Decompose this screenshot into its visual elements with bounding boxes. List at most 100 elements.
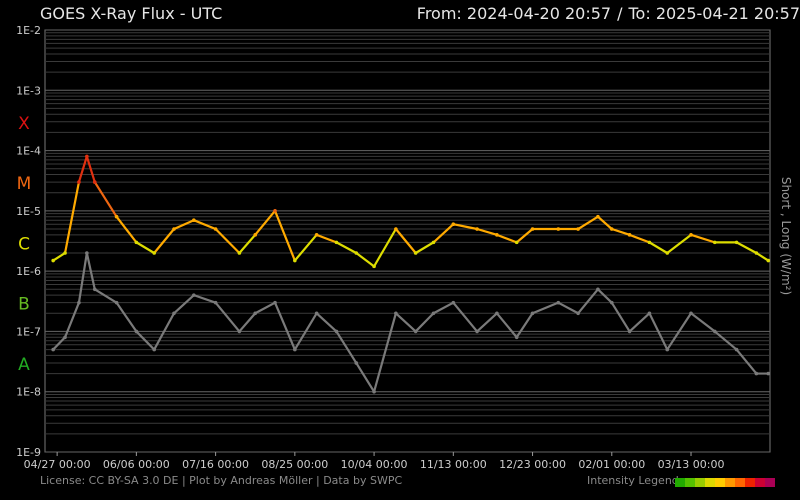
series-long-point (273, 209, 277, 213)
y-axis-label: Short , Long (W/m²) (779, 177, 793, 295)
series-long-point (754, 251, 759, 255)
series-short-segment (452, 301, 479, 333)
series-short-segment (713, 330, 738, 351)
legend-swatch (755, 478, 765, 487)
series-long-segment (577, 215, 600, 231)
series-short-point (314, 311, 319, 316)
series-short-point (92, 287, 97, 292)
series-short-segment (315, 312, 338, 333)
series-short-point (354, 361, 359, 365)
series-short-point (576, 311, 580, 316)
range-separator: / (617, 4, 623, 23)
flare-class-b: B (18, 295, 30, 315)
series-short-point (114, 300, 119, 305)
series-long-point (334, 240, 339, 245)
series-short-segment (238, 312, 257, 333)
series-short-segment (372, 312, 397, 393)
series-long-point (556, 227, 561, 231)
series-long-segment (254, 209, 277, 236)
series-short-segment (172, 294, 195, 315)
legend-swatch (675, 478, 685, 487)
series-short-segment (135, 330, 156, 351)
x-tick-label: 04/27 00:00 (24, 458, 91, 471)
series-short-point (627, 329, 632, 334)
series-short-segment (355, 361, 376, 393)
series-short-point (647, 311, 652, 316)
series-short-segment (153, 312, 176, 351)
x-tick-label: 06/06 00:00 (103, 458, 170, 471)
series-short-point (712, 329, 717, 334)
y-tick-label: 1E-2 (16, 24, 41, 37)
series-short-segment (735, 348, 758, 375)
series-long-point (609, 227, 614, 231)
series-short-segment (495, 312, 518, 339)
series-short-segment (432, 301, 455, 315)
series-long-point (354, 251, 359, 255)
series-short-point (665, 347, 670, 352)
series-short-point (754, 371, 759, 376)
series-short-segment (689, 312, 716, 333)
series-long-point (92, 180, 97, 184)
series-short-point (451, 300, 456, 305)
series-long-point (293, 258, 297, 263)
y-tick-label: 1E-9 (16, 446, 41, 459)
series-long-point (134, 240, 139, 245)
series-long-point (665, 251, 670, 255)
series-long-segment (755, 251, 770, 262)
x-tick-label: 11/13 00:00 (420, 458, 487, 471)
series-long-segment (273, 209, 296, 262)
series-short-segment (414, 312, 435, 333)
series-short-point (431, 311, 436, 316)
series-long-point (253, 233, 258, 237)
series-short-point (152, 347, 156, 352)
series-short-point (609, 300, 614, 305)
series-long-point (372, 264, 376, 269)
to-label: To: (628, 4, 651, 23)
series-long-segment (452, 223, 479, 231)
flare-class-c: C (18, 234, 30, 254)
series-short-segment (77, 251, 88, 304)
series-long-point (576, 227, 580, 231)
series-long-point (514, 240, 519, 245)
series-long-segment (628, 233, 651, 244)
series-long-point (475, 227, 479, 231)
series-long-segment (372, 227, 397, 268)
series-short-point (334, 329, 339, 334)
intensity-legend-label: Intensity Legend (587, 474, 679, 487)
flare-class-x: X (18, 114, 30, 134)
series-short-segment (273, 301, 296, 351)
legend-swatch (695, 478, 705, 487)
series-long-segment (335, 241, 358, 255)
series-long-point (213, 227, 218, 231)
x-tick-label: 07/16 00:00 (182, 458, 249, 471)
series-long-segment (610, 227, 631, 236)
series-long-point (734, 240, 739, 245)
series-short-segment (596, 288, 613, 304)
x-tick-label: 02/01 00:00 (578, 458, 645, 471)
series-short-segment (394, 312, 417, 333)
series-long-segment (172, 219, 195, 231)
series-short-point (596, 287, 600, 292)
series-long-point (712, 240, 717, 245)
series-short-segment (93, 288, 118, 304)
series-long-segment (495, 233, 518, 244)
series-short-point (556, 300, 561, 305)
series-short-segment (192, 294, 217, 304)
series-long-segment (214, 227, 241, 255)
series-long-segment (85, 155, 96, 184)
x-tick-label: 10/04 00:00 (341, 458, 408, 471)
series-long-point (172, 227, 176, 231)
series-long-segment (689, 233, 716, 244)
series-short-point (172, 311, 176, 316)
series-long-segment (515, 227, 534, 244)
series-short-segment (648, 312, 669, 351)
series-long-point (766, 258, 771, 263)
chart-title: GOES X-Ray Flux - UTC (40, 4, 223, 23)
from-value: 2024-04-20 20:57 (466, 4, 612, 23)
series-long-segment (648, 241, 669, 255)
y-tick-label: 1E-4 (16, 145, 41, 158)
series-long-segment (52, 251, 67, 262)
series-long-point (495, 233, 499, 237)
